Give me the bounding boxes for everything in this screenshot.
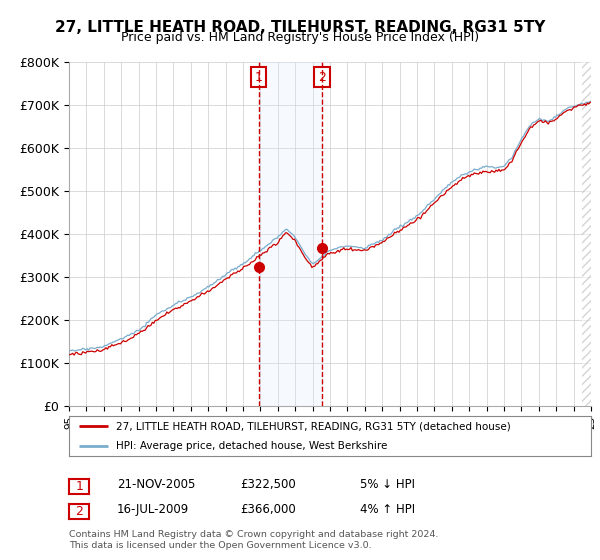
- Text: £366,000: £366,000: [240, 503, 296, 516]
- Bar: [582, 62, 591, 406]
- Text: 5% ↓ HPI: 5% ↓ HPI: [360, 478, 415, 491]
- Bar: [259, 62, 322, 406]
- Text: 16-JUL-2009: 16-JUL-2009: [117, 503, 189, 516]
- Text: HPI: Average price, detached house, West Berkshire: HPI: Average price, detached house, West…: [116, 441, 388, 451]
- Text: 21-NOV-2005: 21-NOV-2005: [117, 478, 196, 491]
- Text: £322,500: £322,500: [240, 478, 296, 491]
- Text: 2: 2: [75, 505, 83, 518]
- Text: 27, LITTLE HEATH ROAD, TILEHURST, READING, RG31 5TY (detached house): 27, LITTLE HEATH ROAD, TILEHURST, READIN…: [116, 421, 511, 431]
- Text: 1: 1: [75, 480, 83, 493]
- Text: Contains HM Land Registry data © Crown copyright and database right 2024.: Contains HM Land Registry data © Crown c…: [69, 530, 439, 539]
- Text: This data is licensed under the Open Government Licence v3.0.: This data is licensed under the Open Gov…: [69, 542, 371, 550]
- Text: 1: 1: [255, 71, 263, 83]
- Text: Price paid vs. HM Land Registry's House Price Index (HPI): Price paid vs. HM Land Registry's House …: [121, 31, 479, 44]
- Text: 4% ↑ HPI: 4% ↑ HPI: [360, 503, 415, 516]
- Text: 27, LITTLE HEATH ROAD, TILEHURST, READING, RG31 5TY: 27, LITTLE HEATH ROAD, TILEHURST, READIN…: [55, 20, 545, 35]
- Text: 2: 2: [318, 71, 326, 83]
